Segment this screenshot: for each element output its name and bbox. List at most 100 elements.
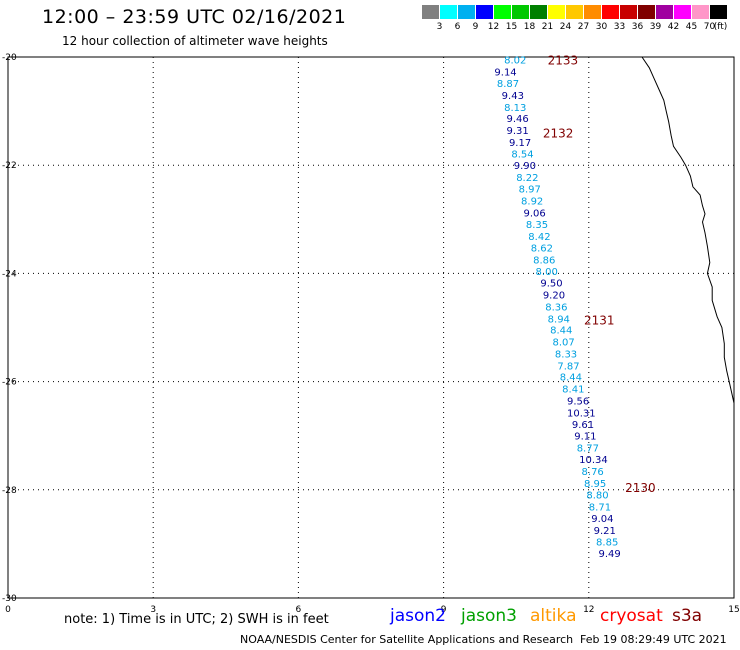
wave-height-value: 8.02 xyxy=(504,56,526,67)
wave-height-value: 8.86 xyxy=(533,255,555,266)
legend-label: 36 xyxy=(631,22,644,32)
legend-swatch xyxy=(710,5,727,19)
legend-swatch xyxy=(620,5,637,19)
wave-height-value: 8.92 xyxy=(521,196,543,207)
wave-height-value: 9.04 xyxy=(591,514,613,525)
wave-height-value: 8.44 xyxy=(560,373,582,384)
wave-height-value: 8.54 xyxy=(511,149,533,160)
wave-height-value: 7.87 xyxy=(557,361,579,372)
wave-height-value: 8.76 xyxy=(582,467,604,478)
wave-height-value: 9.56 xyxy=(567,397,589,408)
legend-swatch xyxy=(548,5,565,19)
wave-height-value: 8.07 xyxy=(553,338,575,349)
legend-label: 27 xyxy=(577,22,590,32)
legend-label: 9 xyxy=(472,22,479,32)
wave-height-value: 8.62 xyxy=(531,243,553,254)
legend-label: 3 xyxy=(436,22,443,32)
legend-label: 18 xyxy=(523,22,536,32)
wave-height-value: 9.46 xyxy=(507,114,529,125)
page-title: 12:00 – 23:59 UTC 02/16/2021 xyxy=(42,6,347,28)
satellite-label-cryosat: cryosat xyxy=(600,606,663,626)
pass-time-label: 2131 xyxy=(584,313,615,327)
satellite-label-s3a: s3a xyxy=(672,606,703,626)
satellite-label-altika: altika xyxy=(530,606,577,626)
wave-height-value: 8.36 xyxy=(545,302,567,313)
wave-height-value: 8.85 xyxy=(596,538,618,549)
x-tick-label: 3 xyxy=(150,605,156,615)
coastline xyxy=(641,56,735,404)
wave-height-value: 9.50 xyxy=(540,279,562,290)
legend-label: 24 xyxy=(559,22,572,32)
legend-swatch xyxy=(602,5,619,19)
legend-swatch xyxy=(422,5,439,19)
wave-height-value: 9.11 xyxy=(574,432,596,443)
wave-height-value: 10.34 xyxy=(579,455,608,466)
x-tick-label: 0 xyxy=(5,605,11,615)
legend-label: 21 xyxy=(541,22,554,32)
wave-height-value: 8.97 xyxy=(519,184,541,195)
legend-swatch xyxy=(566,5,583,19)
footer-note: note: 1) Time is in UTC; 2) SWH is in fe… xyxy=(64,612,329,627)
x-tick-label: 9 xyxy=(441,605,447,615)
y-tick-label: -28 xyxy=(2,486,17,496)
wave-height-value: 8.13 xyxy=(504,103,526,114)
y-tick-label: -24 xyxy=(2,269,17,279)
legend-swatch xyxy=(494,5,511,19)
pass-time-label: 2133 xyxy=(548,54,579,68)
legend-swatch xyxy=(530,5,547,19)
y-tick-label: -26 xyxy=(2,378,17,388)
wave-height-value: 9.31 xyxy=(507,126,529,137)
wave-height-value: 8.44 xyxy=(550,326,572,337)
wave-height-value: 8.42 xyxy=(528,232,550,243)
legend-label: 6 xyxy=(454,22,461,32)
y-tick-label: -20 xyxy=(2,53,17,63)
wave-height-value: 10.31 xyxy=(567,408,596,419)
wave-height-value: 8.41 xyxy=(562,385,584,396)
y-tick-label: -22 xyxy=(2,161,17,171)
legend-label: 70 xyxy=(703,22,716,32)
wave-height-value: 8.00 xyxy=(536,267,558,278)
legend-label: 33 xyxy=(613,22,626,32)
wave-height-value: 9.06 xyxy=(523,208,545,219)
legend-swatch xyxy=(440,5,457,19)
satellite-label-jason2: jason2 xyxy=(390,606,446,626)
legend-label: 39 xyxy=(649,22,662,32)
page-subtitle: 12 hour collection of altimeter wave hei… xyxy=(62,34,328,48)
wave-height-value: 8.33 xyxy=(555,349,577,360)
legend-label: 45 xyxy=(685,22,698,32)
legend-swatch xyxy=(692,5,709,19)
legend-label: 30 xyxy=(595,22,608,32)
wave-height-value: 9.20 xyxy=(543,290,565,301)
wave-height-value: 9.49 xyxy=(598,549,620,560)
wave-height-value: 8.77 xyxy=(577,444,599,455)
wave-height-value: 9.61 xyxy=(572,420,594,431)
wave-height-value: 8.87 xyxy=(497,79,519,90)
plot-frame xyxy=(7,56,735,599)
x-tick-label: 12 xyxy=(583,605,594,615)
y-tick-label: -30 xyxy=(2,594,17,604)
pass-time-label: 2130 xyxy=(625,481,656,495)
legend-swatch xyxy=(584,5,601,19)
legend-label: 12 xyxy=(487,22,500,32)
pass-time-label: 2132 xyxy=(543,127,574,141)
wave-height-value: 9.17 xyxy=(509,138,531,149)
legend-swatch xyxy=(476,5,493,19)
legend-label: 15 xyxy=(505,22,518,32)
legend-unit: (ft) xyxy=(713,22,728,32)
x-tick-label: 15 xyxy=(728,605,739,615)
legend-swatch xyxy=(458,5,475,19)
wave-height-value: 8.35 xyxy=(526,220,548,231)
legend-swatch xyxy=(656,5,673,19)
credit-line: NOAA/NESDIS Center for Satellite Applica… xyxy=(240,633,574,646)
satellite-label-jason3: jason3 xyxy=(461,606,517,626)
generated-timestamp: Feb 19 08:29:49 UTC 2021 xyxy=(580,633,727,646)
wave-height-value: 9.43 xyxy=(502,91,524,102)
legend-swatch xyxy=(674,5,691,19)
wave-height-value: 8.95 xyxy=(584,479,606,490)
x-tick-label: 6 xyxy=(296,605,302,615)
wave-height-value: 8.94 xyxy=(548,314,570,325)
wave-height-value: 9.90 xyxy=(514,161,536,172)
legend-label: 42 xyxy=(667,22,680,32)
legend-swatch xyxy=(638,5,655,19)
